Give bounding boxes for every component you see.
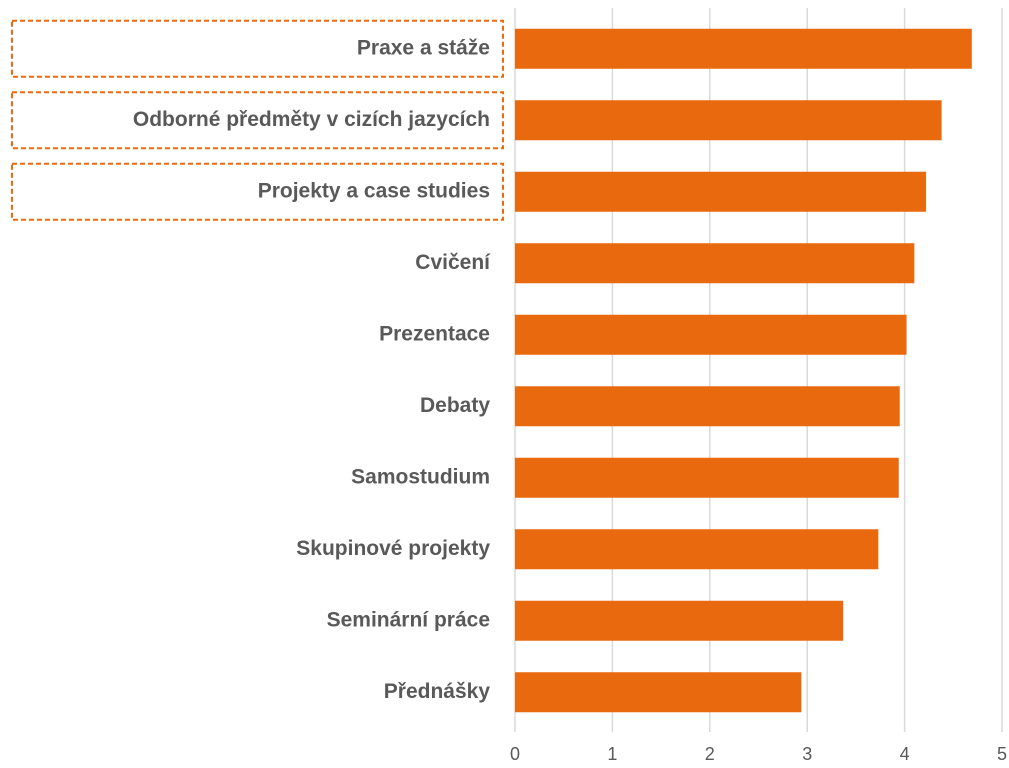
bar (515, 28, 972, 69)
category-label: Samostudium (351, 465, 490, 488)
x-tick-label: 3 (802, 744, 812, 764)
bar (515, 672, 802, 713)
bar (515, 100, 942, 141)
category-label: Cvičení (415, 251, 491, 274)
highlight-box (11, 19, 504, 78)
category-label: Odborné předměty v cizích jazycích (133, 108, 490, 131)
highlight-box (11, 162, 504, 221)
category-label: Seminární práce (327, 608, 490, 631)
category-label: Přednášky (384, 680, 491, 703)
x-tick-label: 1 (607, 744, 617, 764)
bar (515, 171, 927, 212)
x-tick-label: 5 (997, 744, 1007, 764)
bar (515, 457, 899, 498)
category-label: Prezentace (379, 322, 490, 345)
category-label: Debaty (420, 394, 490, 417)
category-label: Skupinové projekty (296, 537, 490, 560)
x-tick-label: 2 (705, 744, 715, 764)
bar (515, 529, 879, 570)
bar (515, 600, 844, 641)
category-label: Projekty a case studies (258, 179, 490, 202)
x-tick-label: 0 (510, 744, 520, 764)
bar (515, 314, 907, 355)
highlight-box (11, 91, 504, 150)
bar (515, 243, 915, 284)
category-label: Praxe a stáže (357, 36, 490, 59)
x-tick-label: 4 (900, 744, 910, 764)
bar (515, 386, 900, 427)
